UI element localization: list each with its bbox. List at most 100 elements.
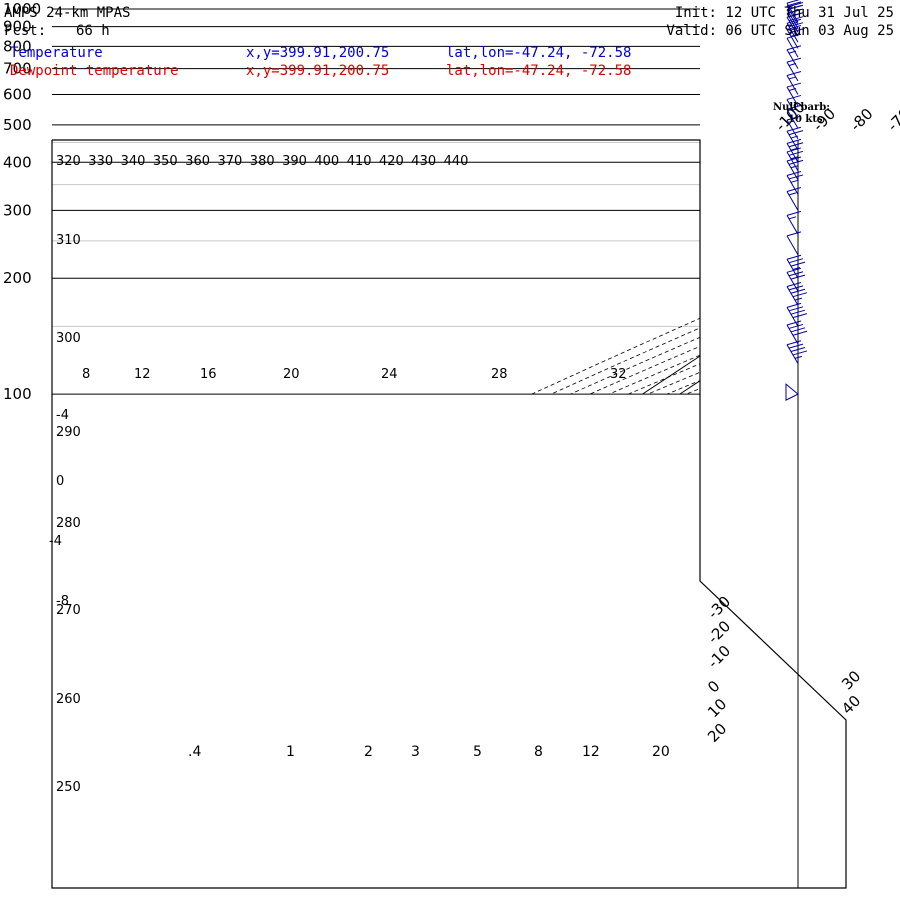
pressure-tick-label: 800 xyxy=(3,37,32,55)
pressure-tick-label: 600 xyxy=(3,85,32,103)
wind-barb-feather xyxy=(788,323,804,329)
legend-dewpoint-xy: x,y=399.91,200.75 xyxy=(246,63,390,79)
wind-barb-feather xyxy=(792,350,808,356)
isotherm-label: -70 xyxy=(884,105,900,135)
dry-adiabat xyxy=(821,140,846,395)
wind-barb xyxy=(786,320,808,345)
wind-barb-half-feather xyxy=(790,179,799,183)
isotherm-label: 40 xyxy=(838,692,864,718)
theta-label-left: 290 xyxy=(56,425,81,440)
theta-label: 410 xyxy=(347,154,372,169)
wind-barb-feather xyxy=(786,82,802,88)
wind-barb xyxy=(786,104,802,129)
wind-barb-feather xyxy=(788,4,804,10)
wind-barb-feather xyxy=(790,347,806,353)
left-axis-label: -4 xyxy=(56,408,69,423)
isotherm-label: -10 xyxy=(704,642,734,672)
legend-temperature-name: Temperature xyxy=(10,45,103,61)
wind-barb xyxy=(786,210,802,235)
wind-barb xyxy=(786,94,802,119)
legend-temperature-latlon: lat,lon=-47.24, -72.58 xyxy=(446,45,632,61)
theta-label-left: 280 xyxy=(56,516,81,531)
wind-barb-feather xyxy=(788,258,804,264)
theta-label: 360 xyxy=(185,154,210,169)
wind-barb-feather xyxy=(788,142,804,148)
thetae-label: 16 xyxy=(200,367,217,382)
theta-label: 380 xyxy=(250,154,275,169)
wind-barb-staff xyxy=(786,17,799,37)
plot-frame xyxy=(51,139,847,889)
wind-barb-feather xyxy=(786,156,802,162)
wind-barb-feather xyxy=(786,302,802,308)
wind-barb-staff xyxy=(786,191,799,211)
isotherm-line xyxy=(828,140,846,395)
isotherm-label: 0 xyxy=(704,677,723,696)
wind-barb-flag xyxy=(785,383,799,401)
wind-barb-staff xyxy=(786,109,799,129)
valid-time: Valid: 06 UTC Sun 03 Aug 25 xyxy=(666,23,894,39)
dry-adiabat xyxy=(551,140,846,395)
dry-adiabat xyxy=(531,140,846,395)
thetae-label: 24 xyxy=(381,367,398,382)
mixing-ratio-label: 2 xyxy=(364,744,373,760)
wind-barb-half-feather xyxy=(788,192,797,196)
wind-barb-feather xyxy=(788,150,804,156)
wind-barb-staff xyxy=(786,86,799,107)
isotherm-line xyxy=(754,140,846,395)
thetae-label: 32 xyxy=(610,367,627,382)
init-time: Init: 12 UTC Thu 31 Jul 25 xyxy=(674,5,894,21)
wind-barb xyxy=(786,115,802,140)
isotherm-label: 10 xyxy=(704,695,730,721)
wind-barb-half-feather xyxy=(790,165,799,169)
wind-barb-feather xyxy=(786,115,802,121)
null-barb-speed: 10 kts xyxy=(788,114,823,125)
left-axis-label: 0 xyxy=(56,474,64,489)
isotherm-label: -80 xyxy=(847,105,877,135)
wind-barb-feather xyxy=(792,330,808,336)
dry-adiabat xyxy=(666,140,846,395)
wind-barb-staff xyxy=(786,37,799,58)
wind-barb xyxy=(785,383,799,401)
theta-label: 390 xyxy=(282,154,307,169)
wind-barb-staff xyxy=(786,307,799,327)
mixing-ratio-label: 3 xyxy=(411,744,420,760)
wind-barb-staff xyxy=(786,119,799,140)
wind-barb-feather xyxy=(788,2,804,8)
dry-adiabat xyxy=(647,140,846,395)
wind-barb-feather xyxy=(788,159,804,165)
left-axis-label: -4 xyxy=(49,534,62,549)
theta-label: 440 xyxy=(444,154,469,169)
wind-barb xyxy=(786,302,808,327)
isotherm-label: 20 xyxy=(704,720,730,746)
wind-barb-staff xyxy=(786,143,799,163)
wind-barb-feather xyxy=(788,271,804,277)
dry-adiabat xyxy=(763,140,846,395)
wind-barb xyxy=(786,340,808,364)
wind-barb-feather xyxy=(786,94,802,100)
wind-barb-staff xyxy=(786,9,799,29)
legend-dewpoint-name: Dewpoint temperature xyxy=(10,63,179,79)
forecast-label: Fcst: xyxy=(4,23,47,39)
wind-barb-feather xyxy=(786,1,802,7)
wind-barb-staff xyxy=(786,286,799,306)
wind-barb-feather xyxy=(786,254,802,260)
dry-adiabat xyxy=(628,140,846,395)
pressure-tick-label: 500 xyxy=(3,116,32,134)
isotherm-line xyxy=(642,140,846,395)
wind-barb-feather xyxy=(790,274,806,280)
dry-adiabat xyxy=(744,140,846,395)
wind-barb-staff xyxy=(786,160,799,181)
dry-adiabat xyxy=(589,140,846,395)
wind-barb xyxy=(786,267,806,292)
theta-label: 430 xyxy=(411,154,436,169)
wind-barb-feather xyxy=(786,104,802,110)
wind-barb-half-feather xyxy=(788,216,797,220)
wind-barb-feather xyxy=(788,28,804,34)
wind-barb-staff xyxy=(786,344,799,364)
isotherm-line xyxy=(866,9,900,394)
wind-barb-staff xyxy=(786,75,799,95)
left-axis-label: -8 xyxy=(56,594,69,609)
model-name: AMPS 24-km MPAS xyxy=(4,5,131,21)
theta-label: 420 xyxy=(379,154,404,169)
thetae-label: 8 xyxy=(82,367,90,382)
